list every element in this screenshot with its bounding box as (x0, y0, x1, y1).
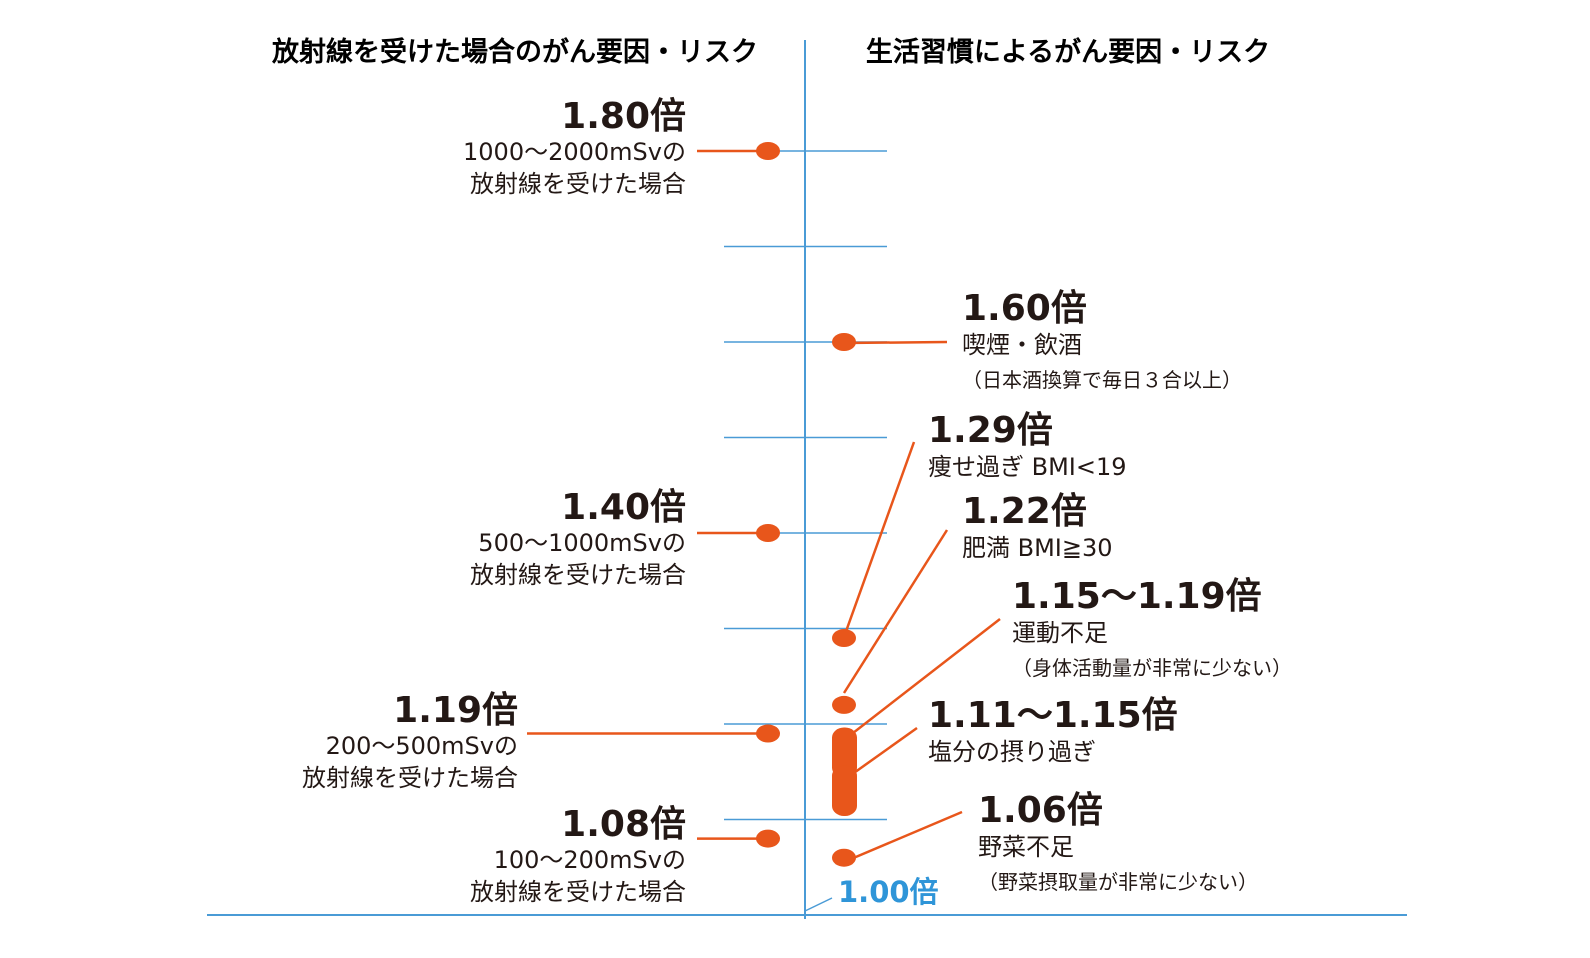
left-marker-1 (756, 524, 780, 542)
left-marker-2 (756, 724, 780, 743)
left-marker-0 (756, 142, 780, 160)
right-leader-5 (843, 810, 963, 864)
right-desc-2-0: 肥満 BMI≧30 (962, 534, 1113, 562)
right-marker-1 (832, 629, 856, 648)
right-desc-5-1: （野菜摂取量が非常に少ない） (978, 870, 1258, 894)
right-marker-5 (832, 848, 856, 867)
left-desc-3-1: 放射線を受けた場合 (470, 878, 686, 906)
right-range-marker-4 (832, 765, 857, 816)
right-desc-0-1: （日本酒換算で毎日３合以上） (962, 368, 1242, 392)
right-leader-1 (842, 441, 916, 638)
left-desc-3-0: 100〜200mSvの (494, 846, 686, 874)
right-value-label-3: 1.15〜1.19倍 (1012, 576, 1262, 617)
left-column-title: 放射線を受けた場合のがん要因・リスク (271, 36, 758, 68)
left-desc-1-1: 放射線を受けた場合 (470, 561, 686, 589)
left-value-label-2: 1.19倍 (393, 690, 518, 731)
left-desc-1-0: 500〜1000mSvの (478, 529, 686, 557)
left-desc-0-1: 放射線を受けた場合 (470, 170, 686, 198)
right-column-title: 生活習慣によるがん要因・リスク (866, 36, 1270, 68)
right-marker-0 (832, 333, 856, 351)
left-desc-0-0: 1000〜2000mSvの (463, 138, 686, 166)
right-value-label-2: 1.22倍 (962, 491, 1087, 532)
right-value-label-4: 1.11〜1.15倍 (928, 695, 1178, 736)
right-desc-4-0: 塩分の摂り過ぎ (928, 738, 1096, 766)
baseline-leader (804, 897, 833, 912)
right-leader-0 (843, 340, 948, 345)
right-desc-3-0: 運動不足 (1012, 619, 1108, 647)
left-value-label-0: 1.80倍 (561, 96, 686, 137)
left-desc-2-0: 200〜500mSvの (326, 732, 518, 760)
right-desc-5-0: 野菜不足 (978, 833, 1074, 861)
left-desc-2-1: 放射線を受けた場合 (302, 764, 518, 792)
left-marker-3 (756, 829, 780, 848)
left-value-label-3: 1.08倍 (561, 804, 686, 845)
baseline-label: 1.00倍 (838, 875, 939, 909)
left-value-label-1: 1.40倍 (561, 487, 686, 528)
marks-layer (527, 142, 1001, 867)
right-desc-0-0: 喫煙・飲酒 (962, 331, 1082, 359)
right-marker-2 (832, 695, 856, 714)
right-desc-3-1: （身体活動量が非常に少ない） (1012, 656, 1292, 680)
right-range-marker-3 (832, 727, 857, 778)
right-desc-1-0: 痩せ過ぎ BMI<19 (928, 453, 1127, 481)
right-value-label-5: 1.06倍 (978, 790, 1103, 831)
right-leader-3 (843, 618, 1001, 741)
right-leader-2 (842, 529, 949, 694)
right-value-label-0: 1.60倍 (962, 288, 1087, 329)
right-leader-4 (843, 726, 918, 782)
right-value-label-1: 1.29倍 (928, 410, 1053, 451)
